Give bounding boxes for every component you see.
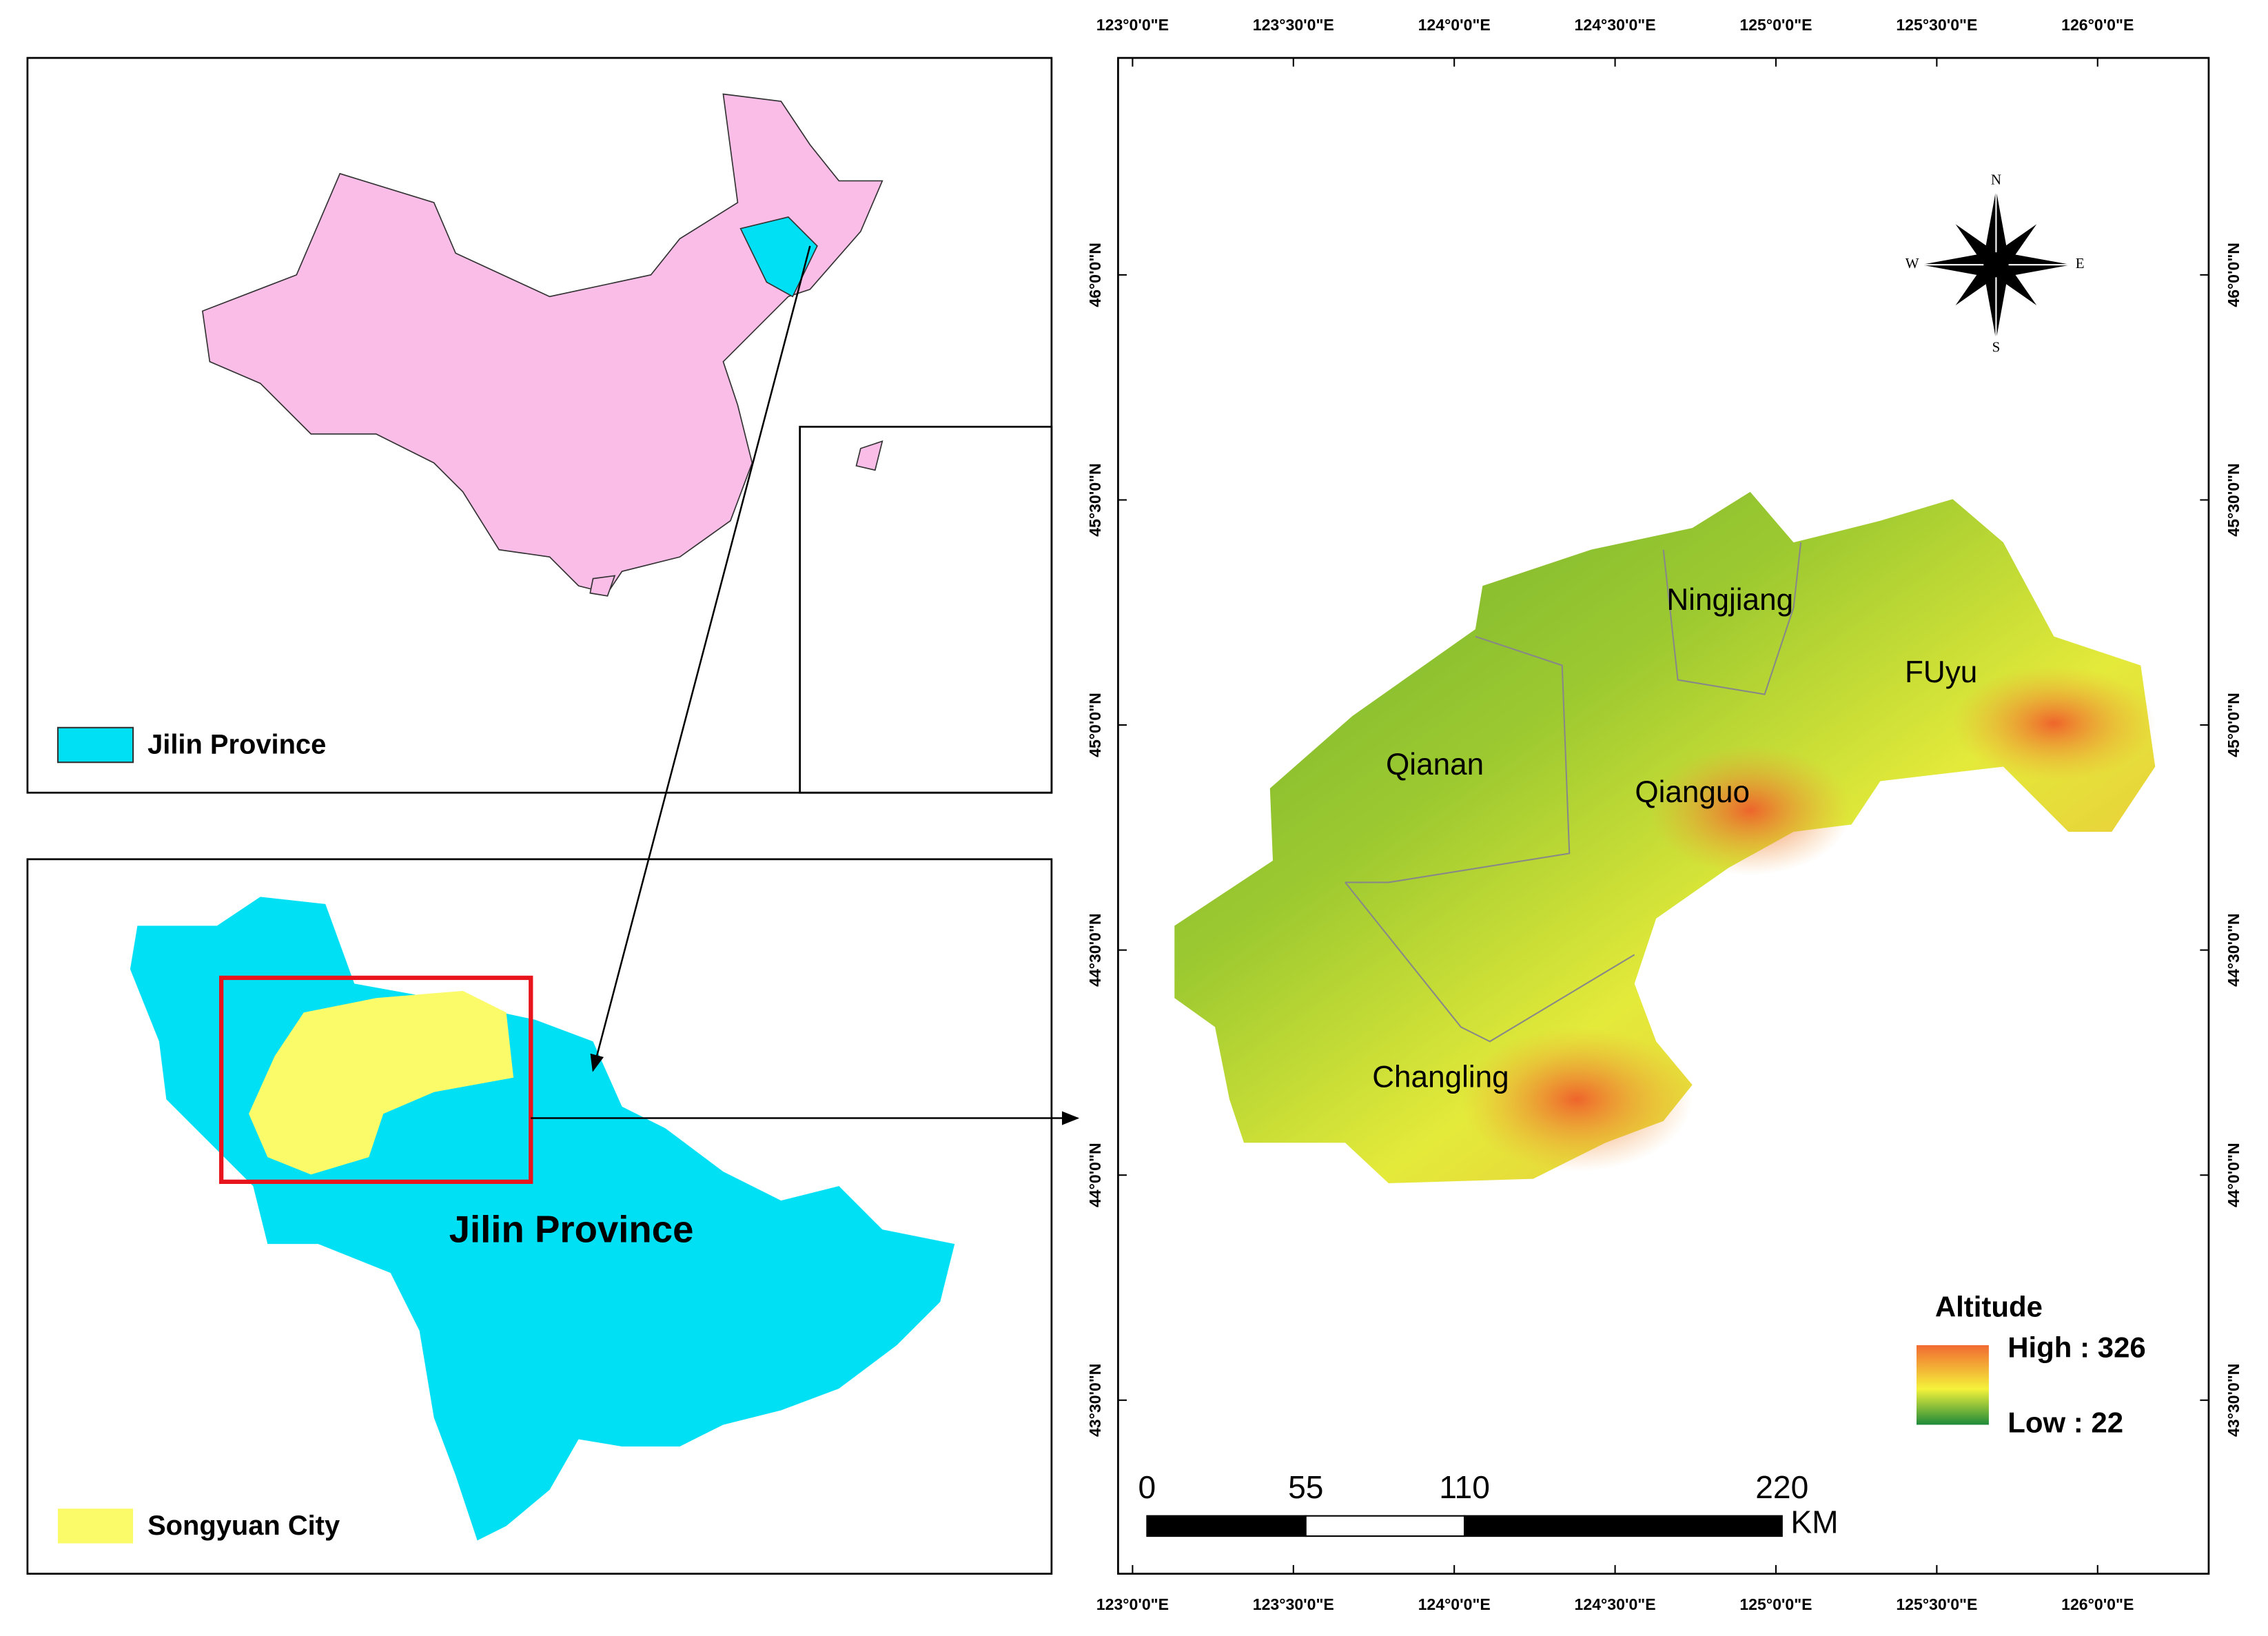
y-label-left: 44°30'0"N bbox=[1086, 913, 1104, 987]
county-boundary bbox=[1345, 542, 1802, 1043]
county-label: Changling bbox=[1372, 1060, 1509, 1094]
x-label-bottom: 125°30'0"E bbox=[1896, 1595, 1977, 1613]
y-label-left: 45°30'0"N bbox=[1086, 463, 1104, 536]
scale-unit: KM bbox=[1790, 1504, 1838, 1540]
county-label: Qianguo bbox=[1635, 775, 1750, 809]
arrow bbox=[590, 245, 811, 1072]
hainan bbox=[589, 575, 616, 597]
legend-label: Jilin Province bbox=[147, 730, 326, 760]
legend-swatch bbox=[57, 726, 134, 764]
y-label-left: 44°0'0"N bbox=[1086, 1143, 1104, 1207]
compass-letter: E bbox=[2076, 255, 2085, 272]
legend-label: Songyuan City bbox=[147, 1511, 340, 1541]
county-label: Qianan bbox=[1386, 748, 1484, 781]
high-area bbox=[1648, 745, 1852, 875]
scale-label: 110 bbox=[1439, 1469, 1490, 1505]
x-label-top: 123°0'0"E bbox=[1096, 16, 1169, 34]
y-label-right: 43°30'0"N bbox=[2225, 1364, 2243, 1438]
jilin-frame bbox=[26, 858, 1053, 1575]
high-area bbox=[1952, 665, 2156, 781]
y-label-right: 45°0'0"N bbox=[2225, 693, 2243, 757]
y-label-left: 46°0'0"N bbox=[1086, 243, 1104, 307]
region-label: Jilin Province bbox=[449, 1209, 694, 1251]
south-sea-frame bbox=[799, 425, 1053, 794]
legend-high: High : 326 bbox=[2008, 1331, 2146, 1363]
south-sea-island bbox=[855, 440, 883, 471]
zoom-box bbox=[218, 975, 533, 1185]
x-label-bottom: 124°30'0"E bbox=[1575, 1595, 1656, 1613]
x-label-top: 123°30'0"E bbox=[1253, 16, 1334, 34]
x-label-bottom: 126°0'0"E bbox=[2061, 1595, 2134, 1613]
scale-label: 55 bbox=[1288, 1469, 1323, 1505]
scale-label: 0 bbox=[1138, 1469, 1156, 1505]
compass-letter: N bbox=[1991, 171, 2001, 187]
legend-swatch bbox=[57, 1509, 134, 1544]
y-label-right: 45°30'0"N bbox=[2225, 463, 2243, 537]
x-label-bottom: 123°30'0"E bbox=[1253, 1595, 1334, 1613]
x-label-top: 124°30'0"E bbox=[1575, 16, 1656, 34]
compass: N S E W bbox=[1906, 171, 2085, 355]
songyuan-shape bbox=[249, 990, 514, 1175]
high-area bbox=[1460, 1027, 1693, 1172]
jilin-highlight bbox=[739, 216, 818, 298]
x-label-top: 124°0'0"E bbox=[1418, 16, 1491, 34]
legend-low: Low : 22 bbox=[2008, 1407, 2123, 1439]
county-label: Ningjiang bbox=[1666, 583, 1793, 617]
legend-ramp bbox=[1916, 1345, 1989, 1425]
y-label-left: 45°0'0"N bbox=[1086, 693, 1104, 757]
china-outline bbox=[201, 93, 883, 594]
scale-segment bbox=[1464, 1515, 1783, 1537]
compass-star bbox=[1955, 224, 2037, 305]
scale-segment bbox=[1146, 1515, 1307, 1537]
compass-letter: W bbox=[1906, 255, 1919, 272]
scale-segment bbox=[1305, 1515, 1466, 1537]
x-label-bottom: 123°0'0"E bbox=[1096, 1595, 1169, 1613]
x-label-bottom: 125°0'0"E bbox=[1739, 1595, 1812, 1613]
x-label-top: 126°0'0"E bbox=[2061, 16, 2134, 34]
y-label-left: 43°30'0"N bbox=[1086, 1364, 1104, 1438]
x-label-bottom: 124°0'0"E bbox=[1418, 1595, 1491, 1613]
y-label-right: 46°0'0"N bbox=[2225, 243, 2243, 307]
x-label-top: 125°30'0"E bbox=[1896, 16, 1977, 34]
county-label: FUyu bbox=[1905, 655, 1977, 689]
x-label-top: 125°0'0"E bbox=[1739, 16, 1812, 34]
y-label-right: 44°0'0"N bbox=[2225, 1143, 2243, 1207]
china-frame bbox=[26, 57, 1053, 794]
main-frame bbox=[1117, 57, 2210, 1575]
legend-title: Altitude bbox=[1935, 1291, 2043, 1323]
scale-label: 220 bbox=[1755, 1469, 1808, 1505]
compass-letter: S bbox=[1992, 339, 2001, 356]
y-label-right: 44°30'0"N bbox=[2225, 913, 2243, 987]
